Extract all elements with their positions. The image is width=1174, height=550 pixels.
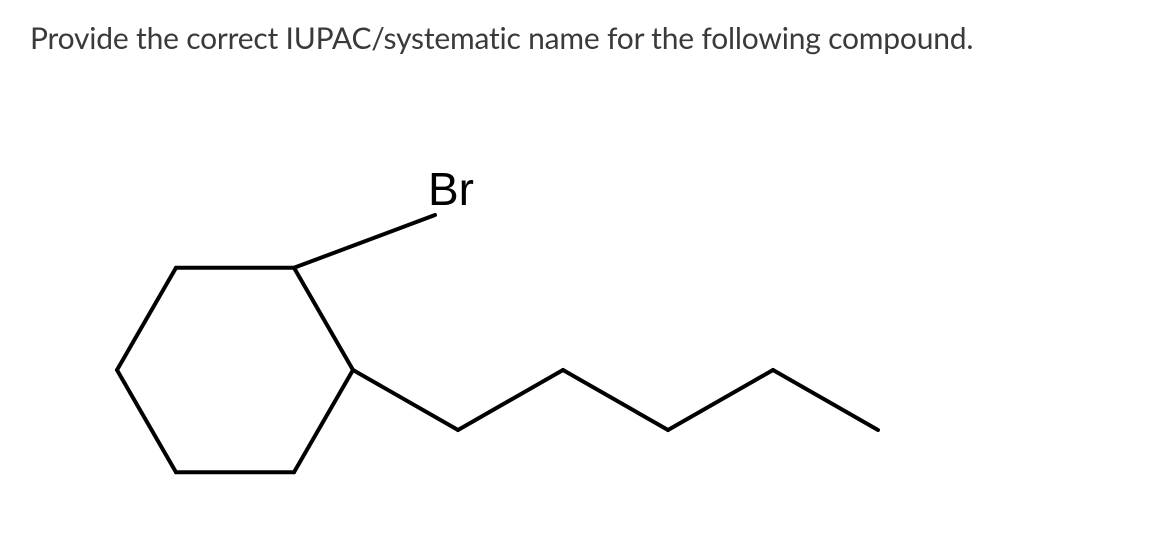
chemical-structure-figure: Br — [100, 160, 1000, 540]
question-text: Provide the correct IUPAC/systematic nam… — [30, 20, 973, 56]
bromine-atom-label: Br — [428, 162, 474, 216]
molecule-svg — [100, 160, 1000, 540]
page: Provide the correct IUPAC/systematic nam… — [0, 0, 1174, 550]
